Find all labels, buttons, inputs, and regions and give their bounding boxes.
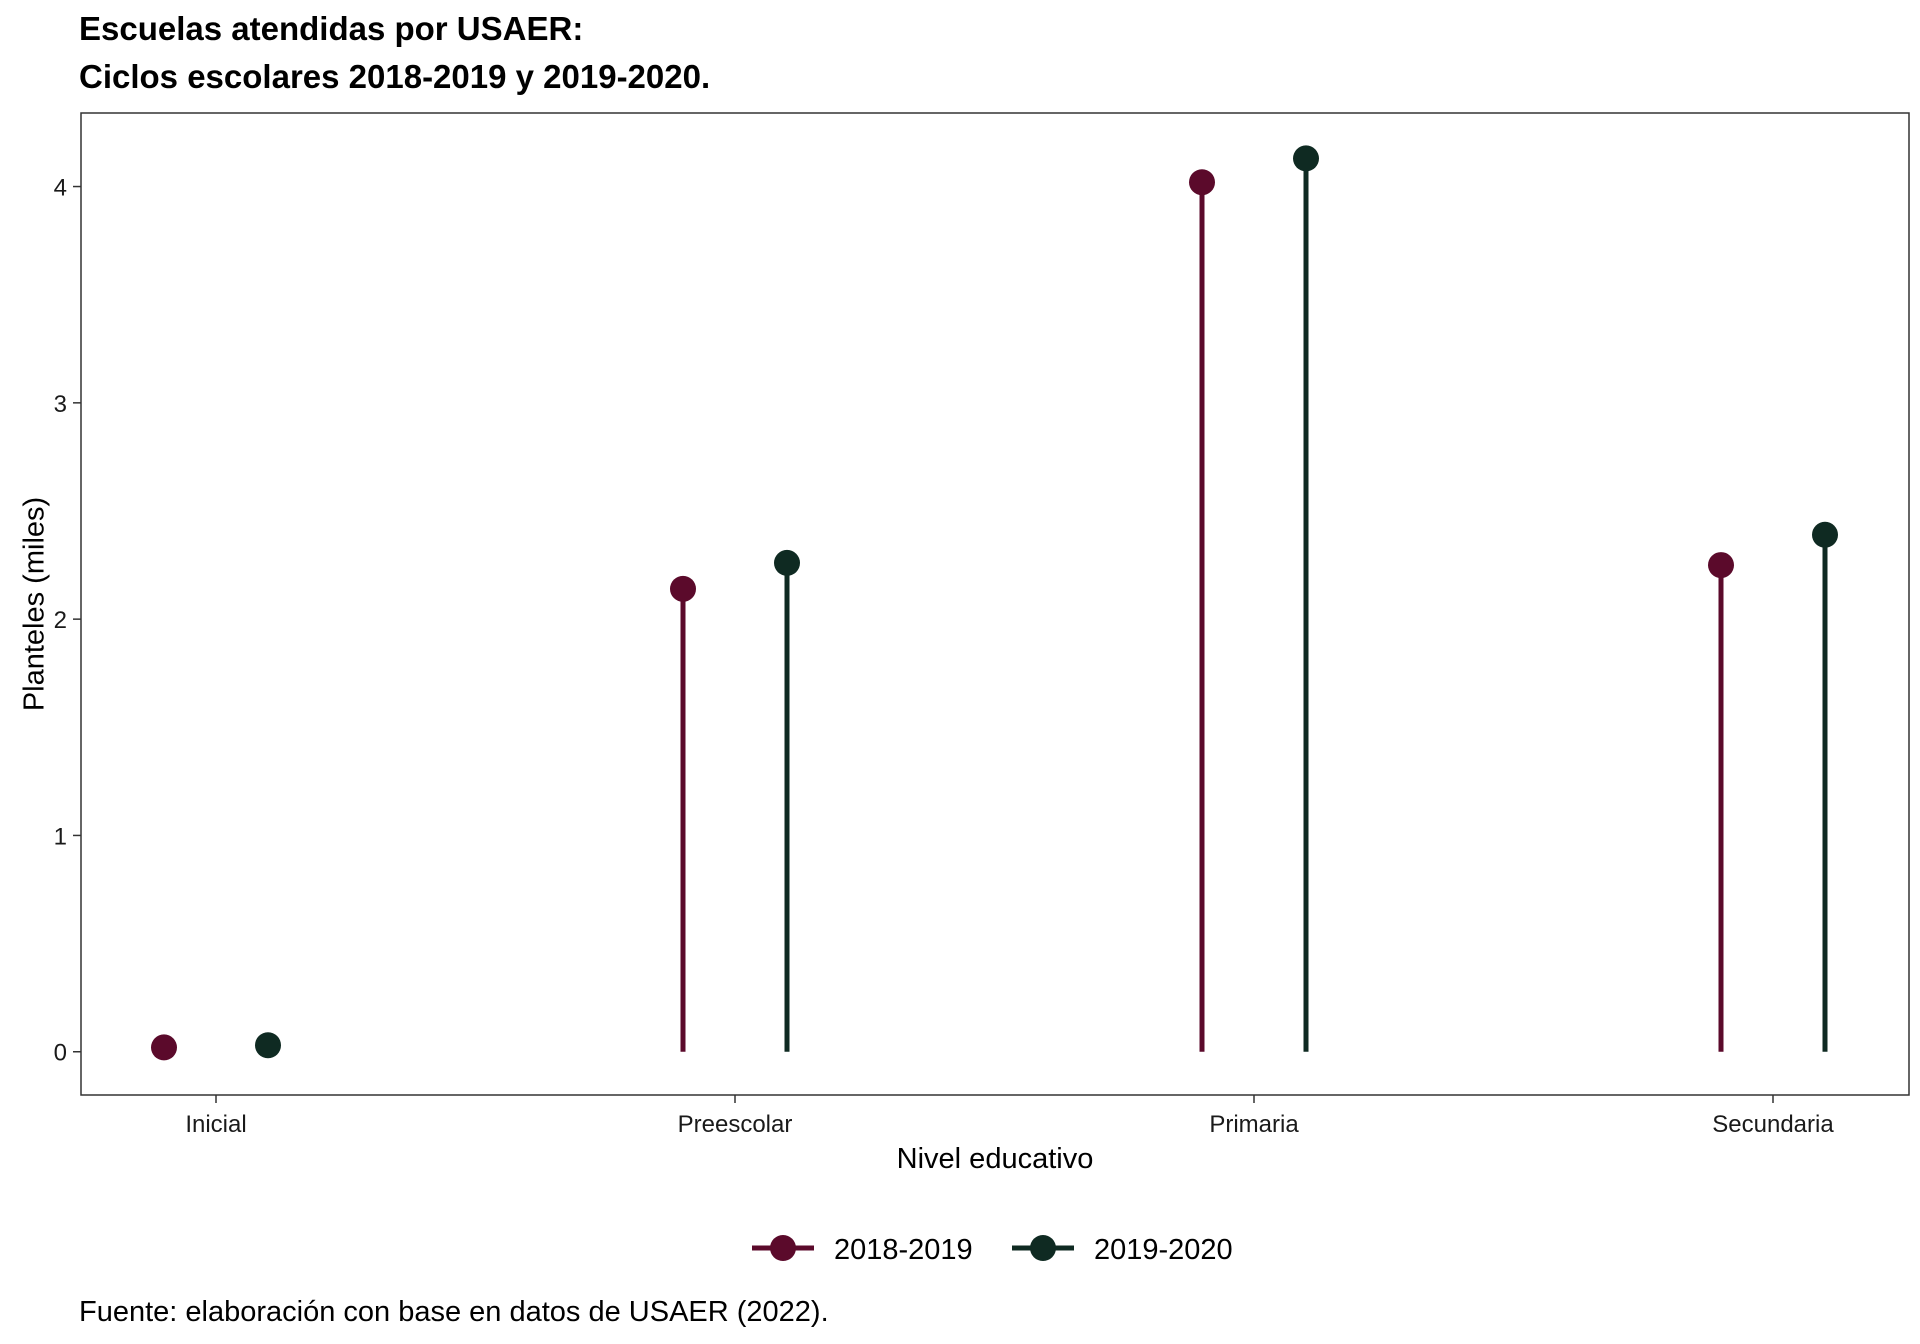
lollipop-point xyxy=(1293,145,1319,172)
legend-key-point xyxy=(1030,1235,1056,1261)
lollipop-point xyxy=(670,575,696,602)
lollipop-point xyxy=(1189,169,1215,196)
x-tick-label: Primaria xyxy=(1209,1111,1299,1138)
y-tick-label: 0 xyxy=(54,1040,67,1067)
x-tick-label: Secundaria xyxy=(1712,1111,1834,1138)
x-axis: Inicial Preescolar Primaria Secundaria xyxy=(185,1095,1834,1138)
plot-panel xyxy=(80,112,1910,1096)
y-axis-label: Planteles (miles) xyxy=(19,497,51,711)
legend: 2018-2019 2019-2020 xyxy=(752,1234,1233,1266)
y-axis: 0 1 2 3 4 xyxy=(54,175,81,1067)
chart-title-line-1: Escuelas atendidas por USAER: xyxy=(79,10,584,47)
x-tick-label: Preescolar xyxy=(678,1111,793,1138)
lollipop-point xyxy=(1812,521,1838,548)
y-tick-label: 4 xyxy=(54,175,67,202)
source-caption: Fuente: elaboración con base en datos de… xyxy=(79,1296,829,1328)
y-tick-label: 3 xyxy=(54,391,67,418)
chart-title-line-2: Ciclos escolares 2018-2019 y 2019-2020. xyxy=(79,58,711,95)
x-axis-label: Nivel educativo xyxy=(897,1143,1094,1175)
legend-key-point xyxy=(770,1235,796,1261)
data-marks xyxy=(151,145,1838,1061)
lollipop-point xyxy=(774,549,800,576)
y-tick-label: 1 xyxy=(54,823,67,850)
legend-label: 2018-2019 xyxy=(834,1234,973,1266)
lollipop-point xyxy=(255,1032,281,1059)
legend-label: 2019-2020 xyxy=(1094,1234,1233,1266)
lollipop-point xyxy=(151,1034,177,1061)
y-tick-label: 2 xyxy=(54,607,67,634)
lollipop-point xyxy=(1708,552,1734,579)
x-tick-label: Inicial xyxy=(185,1111,246,1138)
